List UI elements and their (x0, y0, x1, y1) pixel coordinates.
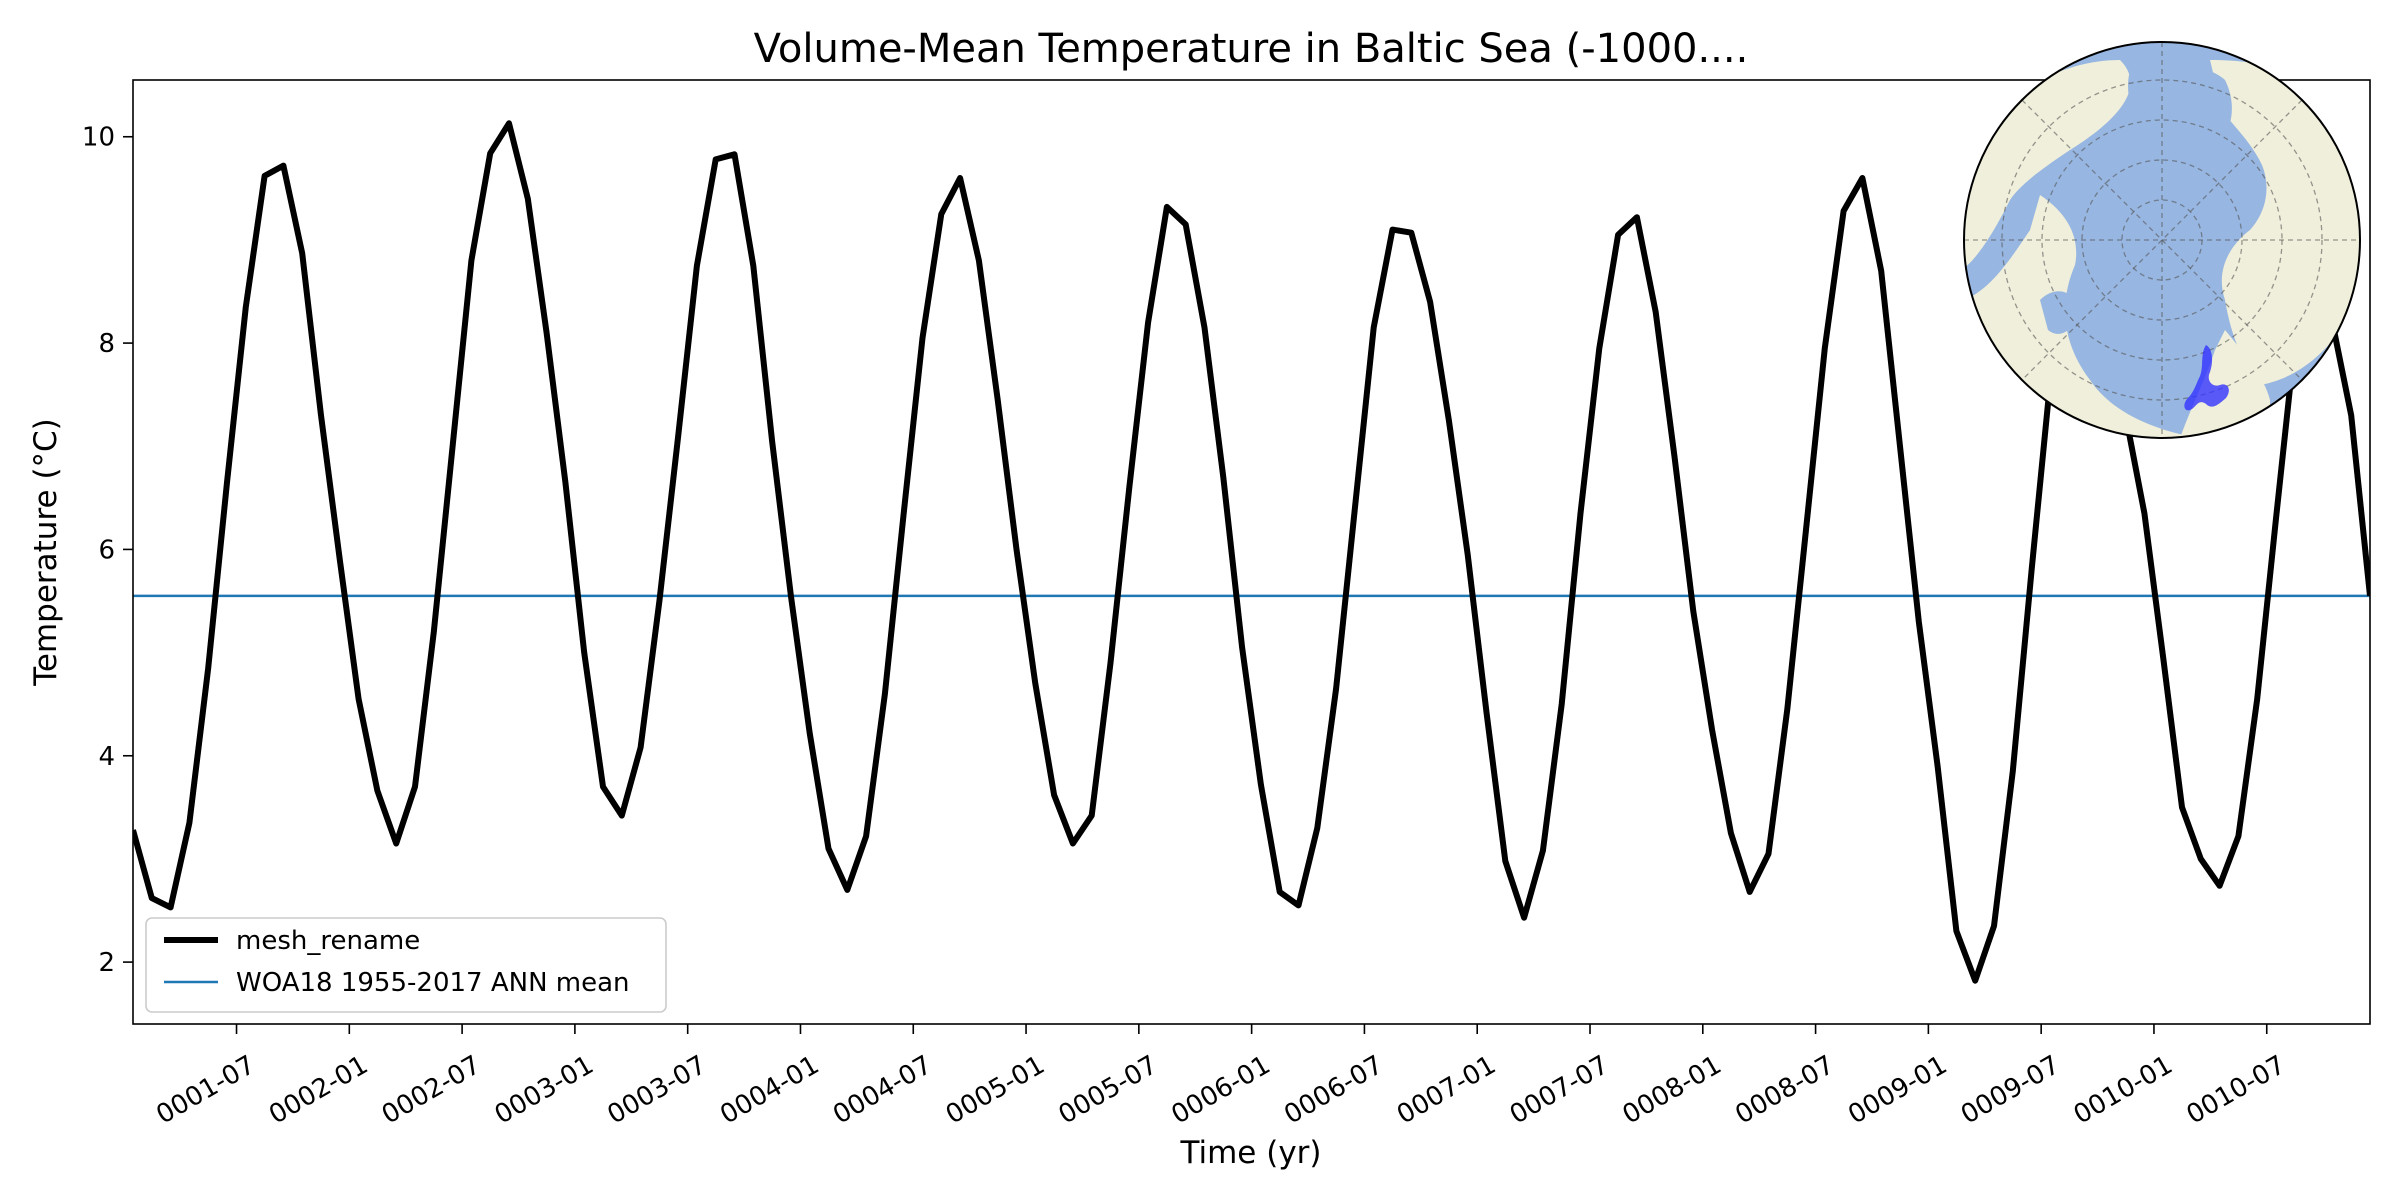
legend-label-mesh-rename: mesh_rename (236, 926, 420, 956)
y-tick-label: 4 (98, 742, 115, 772)
map-inland-water (2040, 64, 2232, 334)
plot-frame (132, 79, 2371, 1025)
legend-label-woa18-mean: WOA18 1955-2017 ANN mean (236, 968, 630, 998)
inset-map (1963, 41, 2361, 439)
x-tick-label: 0006-01 (1166, 1050, 1275, 1130)
legend-box (145, 917, 667, 1013)
y-tick-label: 8 (98, 329, 115, 359)
x-tick-label: 0004-01 (715, 1050, 824, 1130)
x-tick-label: 0005-01 (941, 1050, 1050, 1130)
y-tick-label: 10 (82, 123, 115, 153)
x-tick-label: 0007-07 (1505, 1050, 1614, 1130)
map-gridlines (1964, 42, 2360, 438)
x-tick-label: 0006-07 (1279, 1050, 1388, 1130)
x-tick-label: 0005-07 (1054, 1050, 1163, 1130)
x-tick-label: 0007-01 (1392, 1050, 1501, 1130)
chart-title: Volume-Mean Temperature in Baltic Sea (-… (754, 26, 1749, 72)
y-tick-label: 2 (98, 948, 115, 978)
x-tick-label: 0008-01 (1618, 1050, 1727, 1130)
x-tick-label: 0003-07 (603, 1050, 712, 1130)
y-tick-label: 6 (98, 535, 115, 565)
baltic-sea-region (2184, 345, 2229, 411)
legend: mesh_rename WOA18 1955-2017 ANN mean (145, 917, 667, 1013)
x-tick-label: 0009-07 (1956, 1050, 2065, 1130)
x-tick-label: 0001-07 (151, 1050, 260, 1130)
x-tick-label: 0003-01 (490, 1050, 599, 1130)
x-tick-label: 0004-07 (828, 1050, 937, 1130)
x-tick-label: 0009-01 (1843, 1050, 1952, 1130)
y-axis-label: Temperature (°C) (28, 418, 64, 687)
y-axis: 2 4 6 8 10 (82, 123, 133, 978)
map-frame (1963, 41, 2361, 439)
series-line-mesh-rename (133, 120, 2370, 984)
x-axis: 0001-07 0002-01 0002-07 0003-01 0003-07 0004-… (151, 1024, 2291, 1130)
x-tick-label: 0010-01 (2069, 1050, 2178, 1130)
x-tick-label: 0008-07 (1730, 1050, 1839, 1130)
x-axis-label: Time (yr) (1180, 1135, 1322, 1171)
x-tick-label: 0002-07 (377, 1050, 486, 1130)
x-tick-label: 0002-01 (264, 1050, 373, 1130)
x-tick-label: 0010-07 (2182, 1050, 2291, 1130)
plot-area (133, 120, 2370, 984)
